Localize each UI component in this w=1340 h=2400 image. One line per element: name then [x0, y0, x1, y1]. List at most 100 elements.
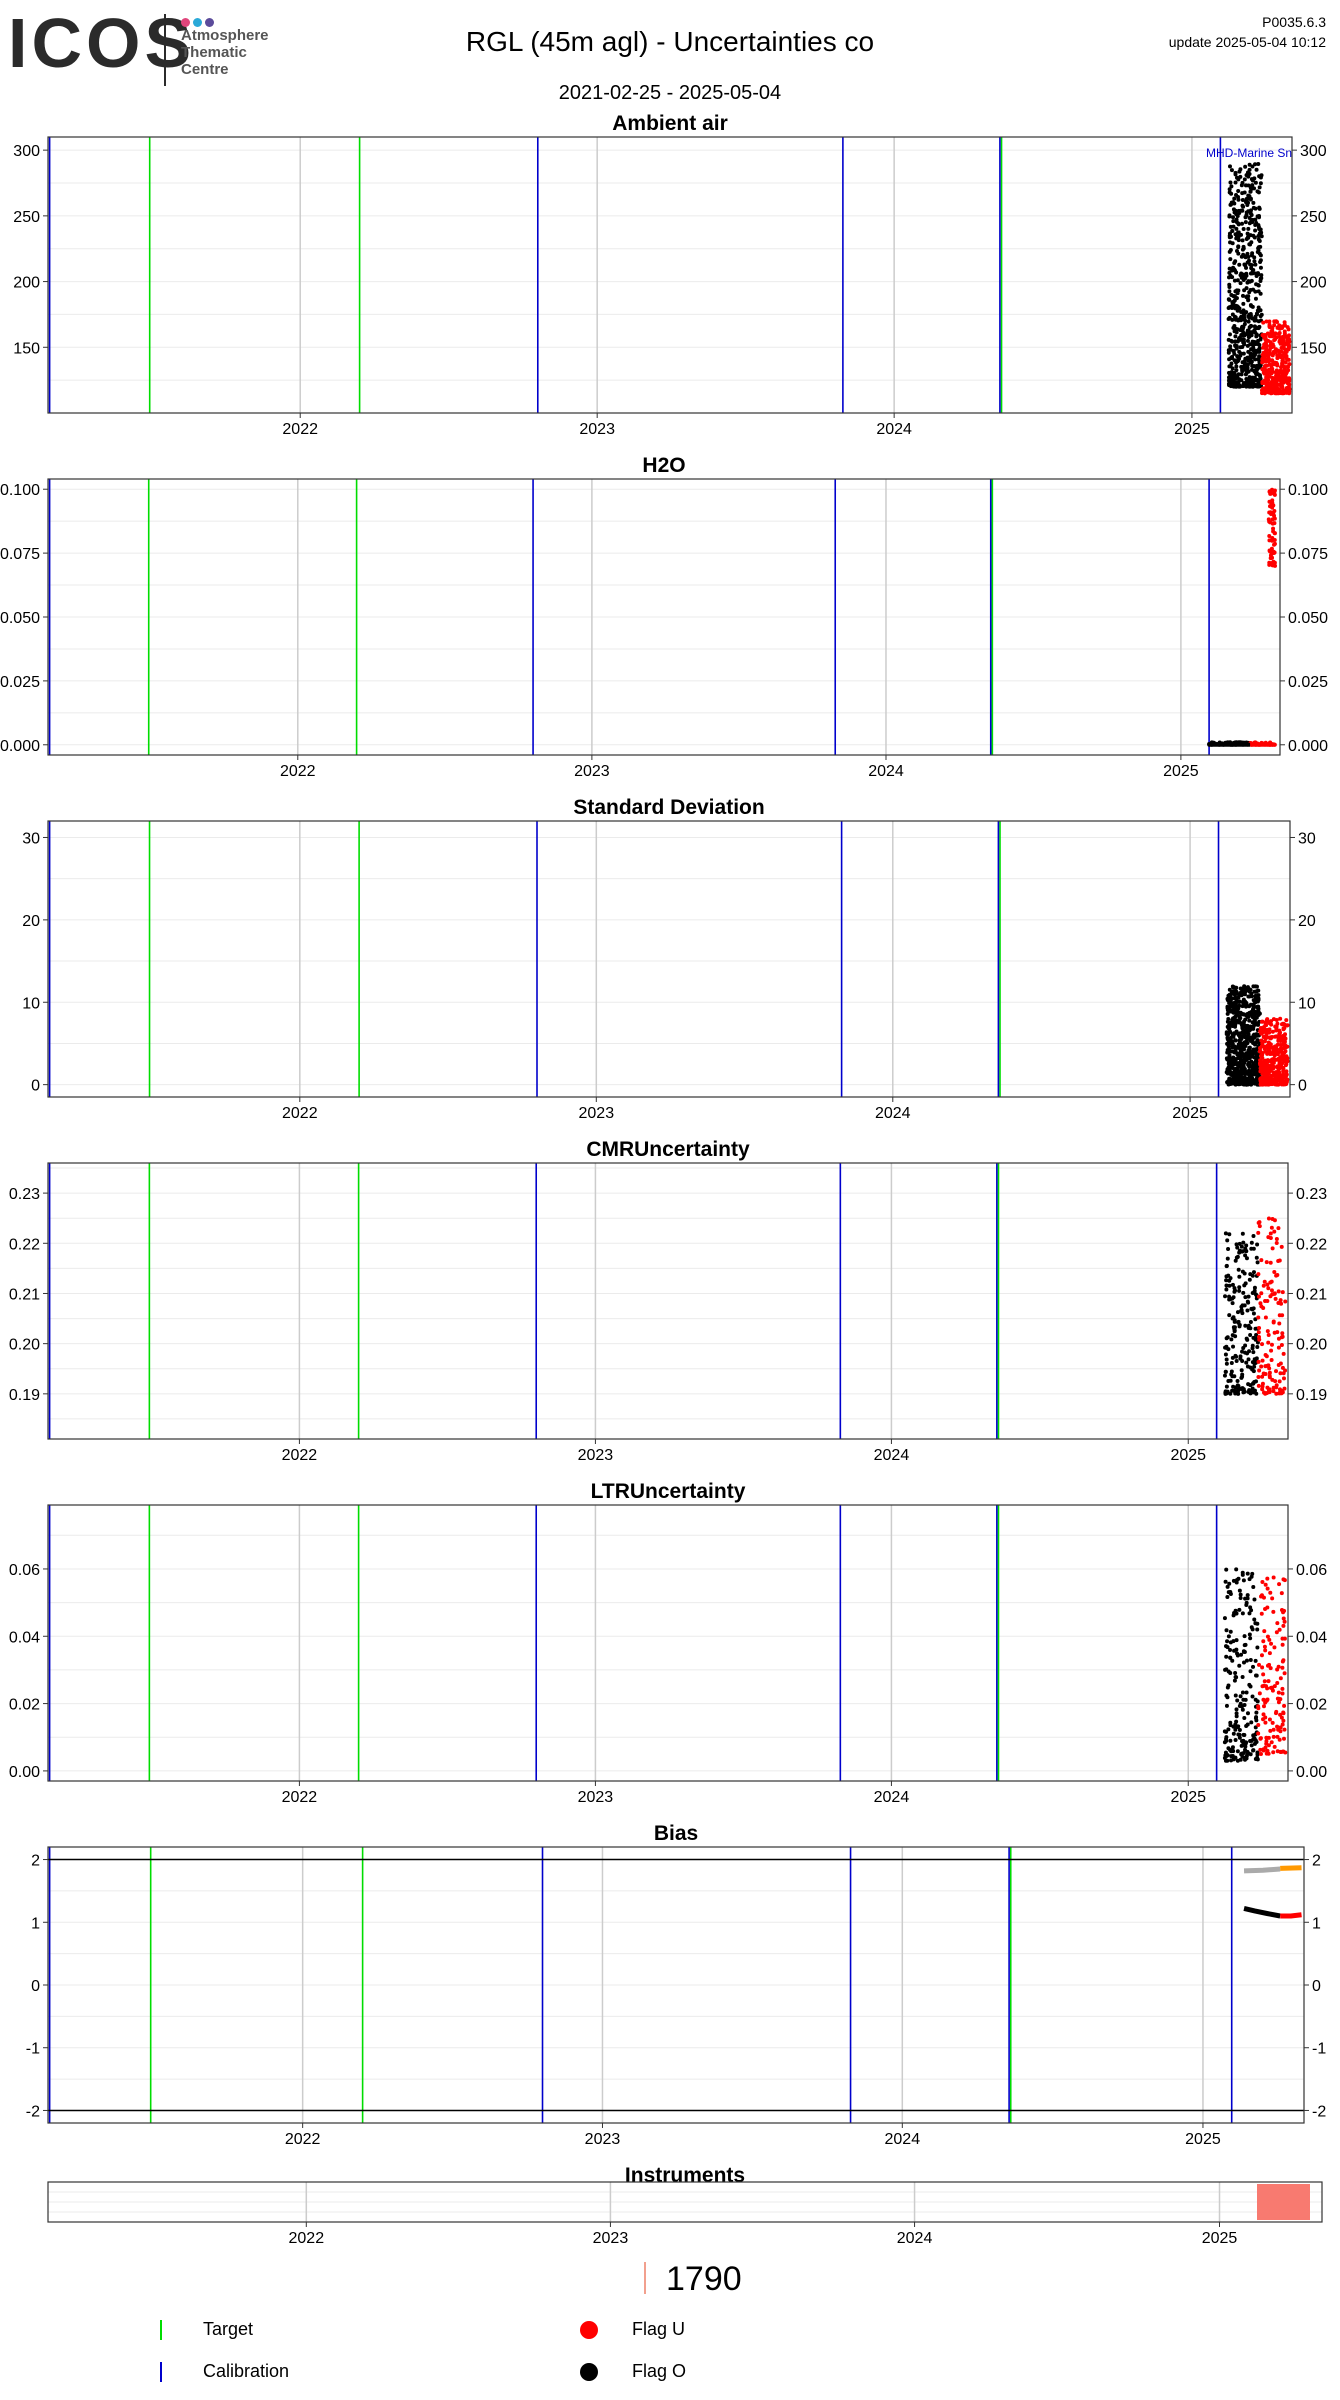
flag-o-point — [1254, 1005, 1259, 1010]
flag-o-point — [1233, 1390, 1238, 1395]
flag-o-point — [1251, 1012, 1256, 1017]
flag-o-point — [1231, 349, 1236, 354]
flag-u-point — [1278, 1078, 1283, 1083]
logo-divider — [164, 14, 166, 86]
flag-o-point — [1227, 305, 1232, 310]
flag-o-point — [1230, 266, 1235, 271]
flag-o-point — [1249, 1246, 1254, 1251]
flag-o-point — [1233, 289, 1238, 294]
flag-o-point — [1247, 1004, 1252, 1009]
flag-u-point — [1266, 1059, 1271, 1064]
flag-o-point — [1232, 1648, 1237, 1653]
flag-u-point — [1271, 526, 1276, 531]
flag-o-point — [1234, 1242, 1239, 1247]
flag-o-point — [1241, 1649, 1246, 1654]
flag-u-point — [1262, 1644, 1267, 1649]
y-tick-label-right: 0.19 — [1296, 1387, 1327, 1404]
y-tick-label: 300 — [13, 143, 40, 160]
flag-u-point — [1273, 1082, 1278, 1087]
flag-o-point — [1227, 164, 1232, 169]
flag-o-point — [1222, 1740, 1227, 1745]
flag-o-point — [1235, 278, 1240, 283]
flag-o-point — [1241, 252, 1246, 257]
flag-o-point — [1253, 1621, 1258, 1626]
flag-o-point — [1254, 984, 1259, 989]
flag-o-point — [1241, 1346, 1246, 1351]
legend-flag-u-label: Flag U — [632, 2319, 686, 2339]
flag-o-point — [1254, 334, 1259, 339]
flag-u-point — [1281, 1623, 1286, 1628]
bias-series-line — [1243, 1866, 1281, 1874]
flag-o-point — [1250, 271, 1255, 276]
flag-o-point — [1252, 1741, 1257, 1746]
y-tick-label: 20 — [22, 913, 40, 930]
flag-o-point — [1251, 1270, 1256, 1275]
flag-o-point — [1238, 1596, 1243, 1601]
flag-o-point — [1250, 251, 1255, 256]
flag-u-point — [1270, 1063, 1275, 1068]
flag-o-point — [1233, 1727, 1238, 1732]
x-tick-label: 2024 — [874, 1789, 910, 1806]
flag-o-point — [1249, 1075, 1254, 1080]
flag-o-point — [1239, 208, 1244, 213]
flag-o-point — [1255, 1757, 1260, 1762]
chart-title: Instruments — [625, 2164, 745, 2187]
flag-u-point — [1272, 550, 1277, 555]
y-tick-label-right: 0.02 — [1296, 1697, 1327, 1714]
flag-o-point — [1227, 1283, 1232, 1288]
flag-u-point — [1272, 1052, 1277, 1057]
flag-o-point — [1228, 1592, 1233, 1597]
x-tick-label: 2025 — [1174, 421, 1210, 438]
flag-o-point — [1234, 1358, 1239, 1363]
flag-o-point — [1236, 1051, 1241, 1056]
flag-u-point — [1265, 1329, 1270, 1334]
flag-o-point — [1229, 1062, 1234, 1067]
y-tick-label: 0.00 — [9, 1764, 40, 1781]
y-tick-label: 150 — [13, 340, 40, 357]
flag-u-point — [1273, 331, 1278, 336]
chart-title: LTRUncertainty — [591, 1480, 746, 1503]
flag-u-point — [1286, 384, 1291, 389]
chart-title: H2O — [642, 454, 685, 477]
flag-o-point — [1258, 314, 1263, 319]
flag-u-point — [1272, 1684, 1277, 1689]
flag-u-point — [1265, 1282, 1270, 1287]
flag-o-point — [1234, 1638, 1239, 1643]
flag-o-point — [1255, 1627, 1260, 1632]
flag-o-point — [1239, 1375, 1244, 1380]
flag-u-point — [1263, 341, 1268, 346]
instrument-marker — [644, 2262, 646, 2294]
flag-u-point — [1264, 349, 1269, 354]
flag-o-point — [1241, 244, 1246, 249]
flag-u-point — [1260, 1342, 1265, 1347]
flag-u-point — [1261, 1712, 1266, 1717]
flag-o-point — [1258, 181, 1263, 186]
flag-o-point — [1246, 319, 1251, 324]
flag-u-point — [1274, 319, 1279, 324]
flag-o-point — [1251, 1311, 1256, 1316]
flag-u-point — [1274, 1391, 1279, 1396]
flag-o-point — [1253, 262, 1258, 267]
flag-o-point — [1236, 1078, 1241, 1083]
flag-u-point — [1279, 365, 1284, 370]
flag-u-point — [1260, 1064, 1265, 1069]
flag-u-point — [1263, 1715, 1268, 1720]
flag-o-point — [1234, 1580, 1239, 1585]
flag-o-point — [1224, 1384, 1229, 1389]
flag-o-point — [1246, 183, 1251, 188]
flag-o-point — [1249, 212, 1254, 217]
flag-o-point — [1237, 1735, 1242, 1740]
flag-o-point — [1253, 1317, 1258, 1322]
flag-o-point — [1245, 1722, 1250, 1727]
flag-o-point — [1243, 1003, 1248, 1008]
flag-o-point — [1247, 167, 1252, 172]
flag-o-point — [1242, 342, 1247, 347]
flag-u-point — [1284, 1078, 1289, 1083]
flag-o-point — [1229, 377, 1234, 382]
flag-u-point — [1286, 342, 1291, 347]
flag-o-point — [1230, 366, 1235, 371]
flag-o-point — [1253, 217, 1258, 222]
flag-o-point — [1242, 984, 1247, 989]
x-tick-label: 2022 — [289, 2230, 325, 2247]
flag-o-point — [1249, 378, 1254, 383]
